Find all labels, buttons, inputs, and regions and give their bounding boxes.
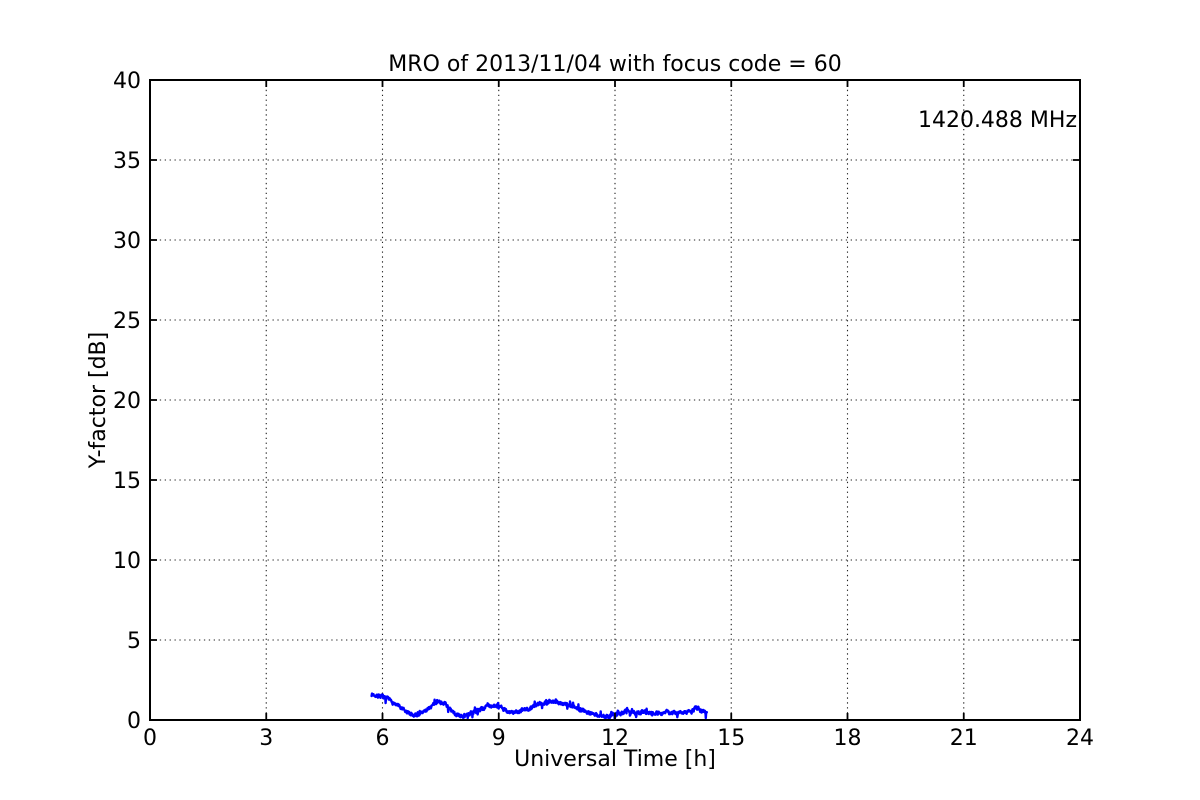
x-axis-label: Universal Time [h] bbox=[514, 747, 716, 772]
data-series-line bbox=[370, 692, 708, 721]
x-tick-label: 18 bbox=[834, 726, 862, 751]
y-tick-label: 5 bbox=[127, 629, 141, 654]
y-tick-label: 40 bbox=[113, 69, 141, 94]
y-axis-label: Y-factor [dB] bbox=[86, 332, 111, 469]
x-tick-label: 24 bbox=[1066, 726, 1094, 751]
x-tick-label: 12 bbox=[601, 726, 629, 751]
y-tick-label: 15 bbox=[113, 469, 141, 494]
frequency-annotation: 1420.488 MHz bbox=[918, 108, 1077, 133]
series-layer bbox=[370, 692, 708, 721]
x-tick-label: 6 bbox=[376, 726, 390, 751]
y-tick-label: 20 bbox=[113, 389, 141, 414]
x-tick-label: 21 bbox=[950, 726, 978, 751]
x-tick-label: 0 bbox=[143, 726, 157, 751]
tick-label-layer: 0 3 6 9 12 15 18 21 24 0 5 10 15 20 25 30 35 40 bbox=[113, 69, 1094, 751]
y-tick-label: 30 bbox=[113, 229, 141, 254]
x-tick-label: 15 bbox=[717, 726, 745, 751]
x-tick-label: 3 bbox=[259, 726, 273, 751]
chart-title: MRO of 2013/11/04 with focus code = 60 bbox=[388, 52, 841, 77]
grid-layer bbox=[149, 79, 1081, 721]
tick-layer bbox=[149, 79, 1081, 721]
y-tick-label: 35 bbox=[113, 149, 141, 174]
y-tick-label: 10 bbox=[113, 549, 141, 574]
x-tick-label: 9 bbox=[492, 726, 506, 751]
y-tick-label: 25 bbox=[113, 309, 141, 334]
y-tick-label: 0 bbox=[127, 709, 141, 734]
